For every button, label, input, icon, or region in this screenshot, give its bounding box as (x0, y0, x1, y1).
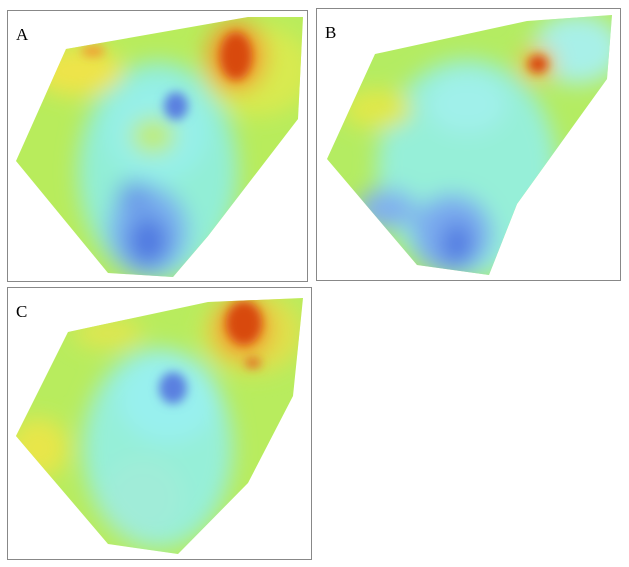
panel-label: B (325, 23, 337, 42)
panel-b: B (316, 8, 621, 281)
panel-label: A (16, 25, 29, 44)
panel-c: C (7, 287, 312, 560)
panel-label: C (16, 302, 28, 321)
heatmap-a (16, 17, 303, 277)
panel-a: A (7, 10, 308, 282)
heatmap-c (16, 298, 303, 554)
heatmap-b (327, 15, 612, 275)
